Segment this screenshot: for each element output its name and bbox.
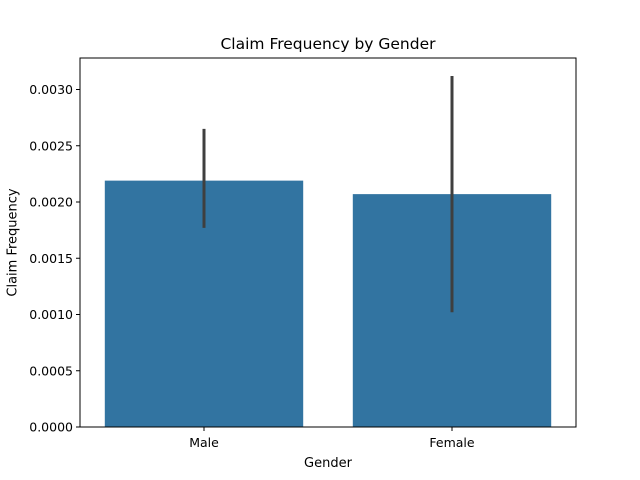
chart-title: Claim Frequency by Gender <box>220 35 436 53</box>
x-tick-label-male: Male <box>189 435 219 450</box>
y-axis-label: Claim Frequency <box>6 188 21 297</box>
plot-frame <box>79 57 577 428</box>
x-axis-label: Gender <box>304 456 353 471</box>
x-axis: Male Female <box>189 427 475 450</box>
bars-group <box>104 180 552 427</box>
y-tick-label: 0.0000 <box>29 420 73 435</box>
y-tick-label: 0.0025 <box>29 138 73 153</box>
error-bars-group <box>202 76 454 313</box>
y-tick-label: 0.0010 <box>29 307 73 322</box>
y-axis: 0.0000 0.0005 0.0010 0.0015 0.0020 0.0025 0.00… <box>29 82 80 435</box>
y-tick-label: 0.0030 <box>29 82 73 97</box>
y-tick-label: 0.0020 <box>29 195 73 210</box>
x-tick-label-female: Female <box>429 435 475 450</box>
y-tick-label: 0.0015 <box>29 251 73 266</box>
y-tick-label: 0.0005 <box>29 363 73 378</box>
